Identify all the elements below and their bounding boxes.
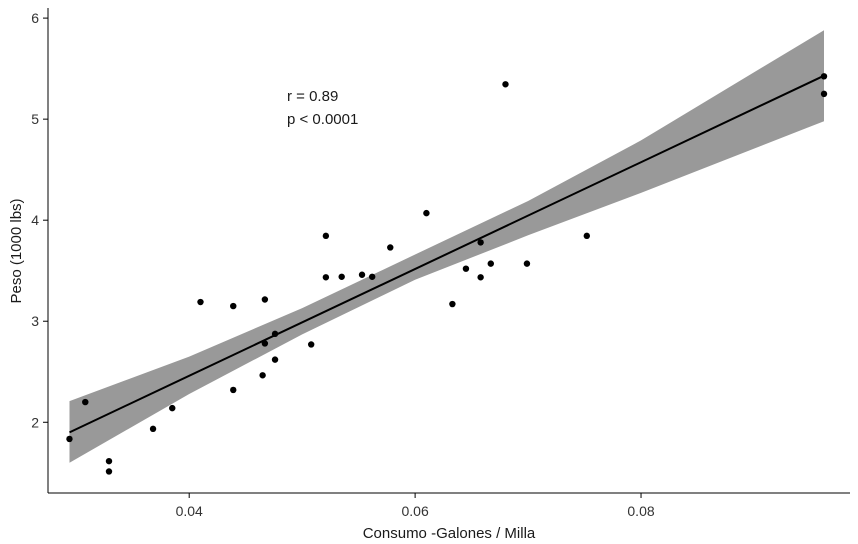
regression-line-layer [69,74,825,434]
data-point [502,81,509,88]
ticks-layer: 0.04 0.06 0.08 2 3 4 5 6 [31,10,655,519]
data-point [449,300,456,308]
y-tick-label: 4 [31,212,39,228]
data-point [197,298,204,306]
annotation-p: p < 0.0001 [287,111,358,128]
y-tick-label: 5 [31,111,39,127]
data-point [583,232,591,240]
y-tick-label: 2 [31,414,39,430]
axes-layer [47,8,850,494]
data-point [230,302,237,310]
x-axis-title: Consumo -Galones / Milla [363,525,536,542]
data-point [387,244,394,251]
data-point [820,90,828,98]
data-point [307,341,315,348]
data-point [477,274,484,281]
data-point [169,404,176,412]
data-point [820,73,828,80]
data-point [66,435,73,443]
data-point [261,340,269,347]
data-point [105,468,113,475]
data-point [368,273,376,280]
regression-line [69,74,825,434]
data-point [358,271,366,278]
data-point [487,260,494,267]
data-point [82,398,89,406]
data-points-layer [66,73,828,475]
data-point [477,239,484,246]
data-point [259,372,266,379]
confidence-band [69,30,824,463]
confidence-band-layer [69,30,824,463]
annotation-r: r = 0.89 [287,88,338,105]
data-point [462,265,470,272]
x-tick-label: 0.08 [627,503,654,519]
data-point [423,209,430,217]
data-point [523,260,531,267]
y-tick-label: 3 [31,313,39,329]
annotations-layer: r = 0.89 p < 0.0001 [287,88,358,128]
x-tick-label: 0.06 [401,503,428,519]
data-point [271,330,279,338]
data-point [230,386,237,394]
data-point [322,232,330,240]
data-point [338,273,345,280]
data-point [149,425,157,433]
y-tick-label: 6 [31,10,39,26]
data-point [105,457,113,465]
x-tick-label: 0.04 [176,503,203,519]
y-axis-title: Peso (1000 lbs) [8,198,25,303]
data-point [322,274,330,281]
data-point [261,296,269,303]
data-point [271,356,279,363]
